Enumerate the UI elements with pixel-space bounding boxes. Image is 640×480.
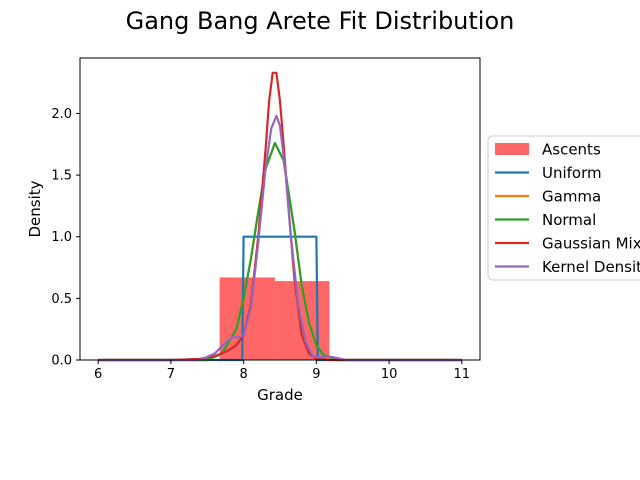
x-tick-label: 10 [381, 367, 398, 382]
y-tick-label: 0.0 [51, 354, 72, 369]
legend-label-uniform: Uniform [542, 164, 602, 182]
legend-label-gamma: Gamma [542, 188, 601, 206]
legend-label-ascents: Ascents [542, 141, 601, 159]
series-line-gaussian-mixture [98, 71, 462, 362]
legend-swatch-ascents [495, 143, 529, 155]
x-axis: 6 7 8 9 10 11 [94, 360, 470, 382]
legend-label-normal: Normal [542, 211, 596, 229]
x-tick-label: 6 [94, 367, 102, 382]
legend-label-kernel-density: Kernel Density [542, 258, 640, 276]
x-tick-label: 7 [167, 367, 175, 382]
y-axis-label: Density [26, 180, 44, 237]
legend-label-gaussian-mixture: Gaussian Mixture [542, 235, 640, 253]
x-tick-label: 8 [239, 367, 247, 382]
legend-items: Ascents Uniform Gamma Normal Gaussian Mixtur… [495, 141, 640, 276]
y-tick-label: 1.0 [51, 230, 72, 245]
histogram-layer [219, 277, 330, 360]
x-axis-label: Grade [257, 386, 303, 404]
y-axis: 0.0 0.5 1.0 1.5 2.0 [51, 107, 80, 369]
series-line-kernel-density [98, 114, 462, 362]
y-tick-label: 2.0 [51, 107, 72, 122]
x-tick-label: 9 [312, 367, 320, 382]
legend: Ascents Uniform Gamma Normal Gaussian Mixtur… [487, 135, 640, 281]
chart-title: Gang Bang Arete Fit Distribution [126, 7, 515, 35]
y-tick-label: 1.5 [51, 169, 72, 184]
x-tick-label: 11 [454, 367, 471, 382]
y-tick-label: 0.5 [51, 292, 72, 307]
plot-frame [79, 57, 481, 361]
